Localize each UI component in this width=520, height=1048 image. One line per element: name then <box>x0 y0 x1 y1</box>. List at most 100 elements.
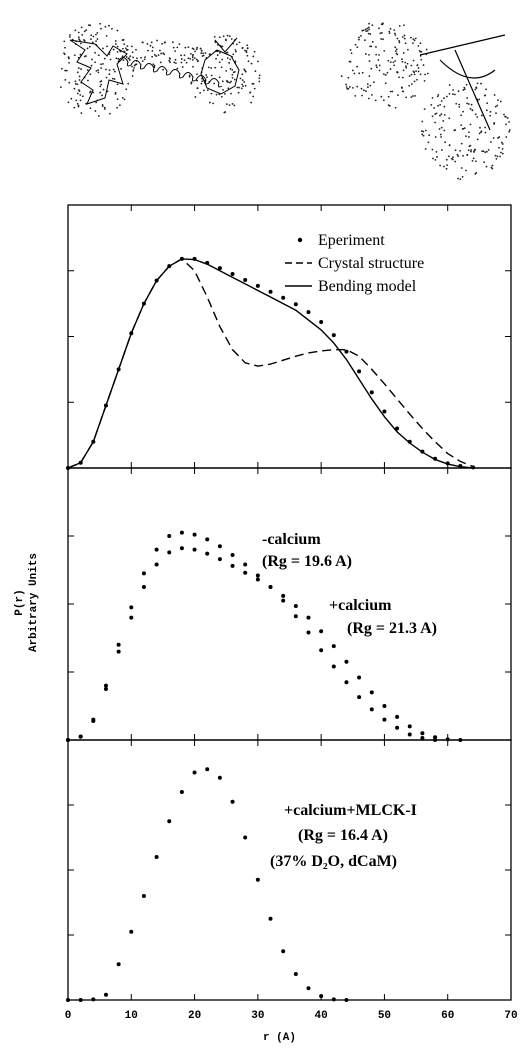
atom-dot <box>473 151 475 153</box>
atom-dot <box>146 43 149 45</box>
atom-dot <box>428 134 431 137</box>
data-point <box>268 916 273 921</box>
atom-dot <box>415 70 417 73</box>
atom-dot <box>499 155 501 158</box>
atom-dot <box>152 63 155 66</box>
atom-dot <box>199 47 202 50</box>
atom-dot <box>435 150 438 153</box>
atom-dot <box>222 88 224 91</box>
atom-dot <box>78 75 81 78</box>
atom-dot <box>214 66 217 69</box>
atom-dot <box>196 79 198 82</box>
data-point <box>205 537 210 542</box>
atom-dot <box>100 67 103 69</box>
atom-dot <box>366 27 369 30</box>
atom-dot <box>405 96 408 99</box>
series-label: -calcium <box>262 531 321 548</box>
data-point <box>78 734 83 739</box>
atom-dot <box>79 39 81 42</box>
atom-dot <box>104 25 107 28</box>
data-point <box>331 997 336 1002</box>
atom-dot <box>252 55 255 58</box>
atom-dot <box>202 52 204 55</box>
atom-dot <box>395 48 398 51</box>
atom-dot <box>495 157 498 160</box>
atom-dot <box>111 77 114 80</box>
atom-dot <box>85 55 87 57</box>
data-point <box>281 593 286 598</box>
atom-dot <box>485 165 488 168</box>
atom-dot <box>457 177 459 180</box>
atom-dot <box>101 94 103 97</box>
atom-dot <box>494 105 497 108</box>
data-point <box>395 725 400 730</box>
atom-dot <box>378 69 381 72</box>
atom-dot <box>68 35 71 38</box>
atom-dot <box>140 56 142 59</box>
atom-dot <box>460 114 463 117</box>
atom-dot <box>105 76 108 79</box>
atom-dot <box>387 104 390 107</box>
data-point <box>91 997 96 1002</box>
atom-dot <box>229 81 231 84</box>
atom-dot <box>340 75 343 78</box>
atom-dot <box>468 136 470 138</box>
atom-dot <box>382 22 384 25</box>
atom-dot <box>196 46 199 49</box>
data-point <box>179 546 184 551</box>
atom-dot <box>480 130 483 133</box>
atom-dot <box>460 142 463 145</box>
atom-dot <box>356 85 359 88</box>
atom-dot <box>465 169 467 172</box>
atom-dot <box>207 66 210 69</box>
atom-dot <box>193 57 196 60</box>
data-point <box>217 775 222 780</box>
atom-dot <box>240 87 243 90</box>
atom-dot <box>153 64 156 67</box>
atom-dot <box>99 22 102 25</box>
atom-dot <box>443 105 446 108</box>
atom-dot <box>225 103 228 106</box>
atom-dot <box>452 93 454 96</box>
atom-dot <box>423 79 426 82</box>
atom-dot <box>486 102 489 105</box>
atom-dot <box>106 90 109 93</box>
atom-dot <box>421 120 424 123</box>
x-tick-label: 30 <box>251 1010 264 1022</box>
atom-dot <box>401 58 403 61</box>
atom-dot <box>210 74 213 77</box>
annotation: (Rg = 21.3 A) <box>347 620 437 637</box>
atom-dot <box>461 175 464 178</box>
atom-dot <box>241 79 244 81</box>
atom-dot <box>94 110 97 112</box>
atom-dot <box>439 103 442 106</box>
atom-dot <box>91 58 93 61</box>
data-point <box>192 770 197 775</box>
atom-dot <box>89 73 92 76</box>
atom-dot <box>216 54 219 56</box>
data-point <box>78 998 83 1002</box>
data-point <box>179 790 184 794</box>
atom-dot <box>180 54 182 57</box>
atom-dot <box>83 30 86 33</box>
atom-dot <box>371 40 374 43</box>
atom-dot <box>414 94 416 97</box>
atom-dot <box>419 42 422 45</box>
atom-dot <box>417 70 420 73</box>
atom-dot <box>114 40 117 42</box>
atom-dot <box>402 69 405 72</box>
atom-dot <box>438 128 441 130</box>
data-point <box>357 675 362 680</box>
atom-dot <box>445 167 448 170</box>
atom-dot <box>123 43 126 46</box>
atom-dot <box>348 86 351 88</box>
atom-dot <box>102 47 104 50</box>
atom-dot <box>457 155 460 158</box>
atom-dot <box>431 148 434 151</box>
atom-dot <box>218 51 221 54</box>
atom-dot <box>345 83 347 86</box>
atom-dot <box>474 160 477 163</box>
atom-dot <box>500 141 503 144</box>
atom-dot <box>463 127 466 130</box>
data-point <box>293 614 298 619</box>
